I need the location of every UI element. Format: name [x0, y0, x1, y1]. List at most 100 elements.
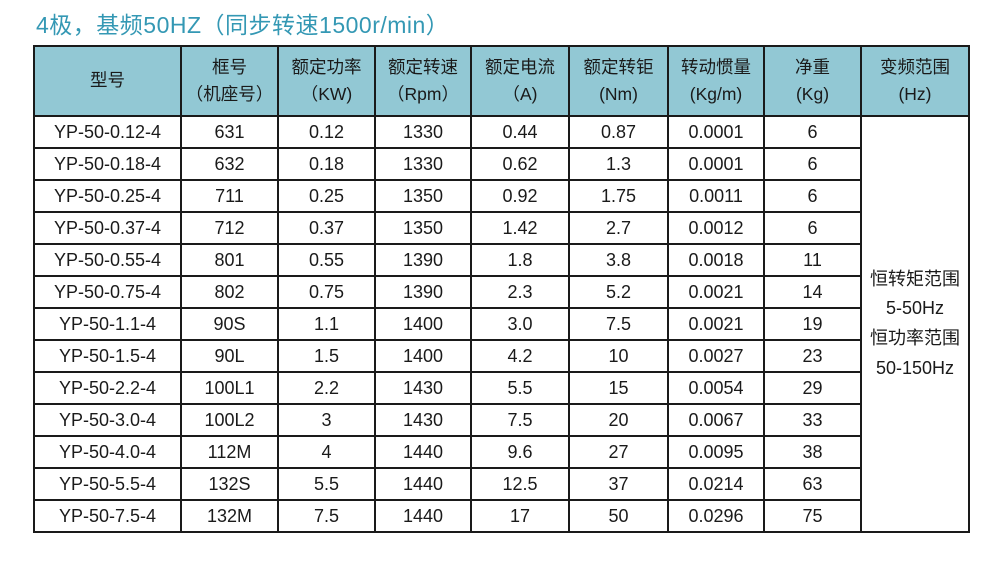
table-cell: 17 [470, 499, 570, 533]
table-cell: 0.0001 [667, 147, 765, 181]
table-cell: 10 [568, 339, 669, 373]
table-cell: 7.5 [277, 499, 376, 533]
column-header-line1: 型号 [90, 70, 125, 91]
column-header-line1: 净重 [795, 56, 830, 77]
table-cell: 19 [763, 307, 862, 341]
table-cell: 2.7 [568, 211, 669, 245]
table-cell: 1390 [374, 275, 472, 309]
table-cell: 6 [763, 147, 862, 181]
table-cell: 7.5 [470, 403, 570, 437]
table-row-7: YP-50-1.5-4 90L 1.5 1400 4.2 10 0.0027 23 [33, 339, 969, 373]
table-cell: 5.5 [470, 371, 570, 405]
column-header-line1: 额定功率 [291, 56, 362, 77]
table-row-3: YP-50-0.37-4 712 0.37 1350 1.42 2.7 0.0012 6 [33, 211, 969, 245]
table-cell: 23 [763, 339, 862, 373]
table-cell: 3 [277, 403, 376, 437]
table-cell: YP-50-0.12-4 [33, 115, 182, 149]
table-cell: 132S [180, 467, 279, 501]
table-cell: YP-50-1.1-4 [33, 307, 182, 341]
table-row-10: YP-50-4.0-4 112M 4 1440 9.6 27 0.0095 38 [33, 435, 969, 469]
table-cell: 0.37 [277, 211, 376, 245]
column-header-4: 额定电流 （A) [470, 45, 570, 117]
frequency-range-line: 恒转矩范围 [870, 268, 960, 289]
table-cell: YP-50-7.5-4 [33, 499, 182, 533]
table-cell: 0.25 [277, 179, 376, 213]
table-cell: 100L1 [180, 371, 279, 405]
table-cell: 1.3 [568, 147, 669, 181]
table-cell: 75 [763, 499, 862, 533]
table-cell: 4 [277, 435, 376, 469]
table-row-6: YP-50-1.1-4 90S 1.1 1400 3.0 7.5 0.0021 19 [33, 307, 969, 341]
column-header-1: 框号 （机座号） [180, 45, 279, 117]
table-cell: 3.0 [470, 307, 570, 341]
column-header-7: 净重 (Kg) [763, 45, 862, 117]
table-cell: 1440 [374, 467, 472, 501]
header-row: 型号 框号 （机座号） 额定功率 （KW) 额定转速 （Rpm） 额定电流 （A) 额定转钜 (Nm… [33, 45, 970, 117]
table-row-11: YP-50-5.5-4 132S 5.5 1440 12.5 37 0.0214 63 [33, 467, 969, 501]
table-cell: 5.5 [277, 467, 376, 501]
column-header-line1: 变频范围 [880, 56, 950, 77]
table-cell: 15 [568, 371, 669, 405]
table-cell: 20 [568, 403, 669, 437]
table-cell: 0.0296 [667, 499, 765, 533]
table-cell: 1.75 [568, 179, 669, 213]
table-cell: 1430 [374, 371, 472, 405]
table-cell: 2.3 [470, 275, 570, 309]
column-header-line2: （KW) [300, 84, 353, 104]
table-cell: 112M [180, 435, 279, 469]
table-cell: 0.55 [277, 243, 376, 277]
table-cell: YP-50-3.0-4 [33, 403, 182, 437]
table-cell: YP-50-2.2-4 [33, 371, 182, 405]
column-header-2: 额定功率 （KW) [277, 45, 376, 117]
page-title: 4极，基频50HZ（同步转速1500r/min） [36, 12, 450, 38]
table-cell: YP-50-5.5-4 [33, 467, 182, 501]
table-cell: 0.0012 [667, 211, 765, 245]
table-cell: 1.1 [277, 307, 376, 341]
column-header-line1: 额定转速 [388, 56, 458, 77]
column-header-line2: (Kg) [795, 84, 830, 104]
table-cell: 0.87 [568, 115, 669, 149]
table-row-4: YP-50-0.55-4 801 0.55 1390 1.8 3.8 0.0018 11 [33, 243, 969, 277]
column-header-line2: （Rpm） [387, 84, 459, 104]
table-cell: 100L2 [180, 403, 279, 437]
column-header-8: 变频范围 (Hz) [860, 45, 970, 117]
table-row-1: YP-50-0.18-4 632 0.18 1330 0.62 1.3 0.0001 6 [33, 147, 969, 181]
table-cell: 632 [180, 147, 279, 181]
frequency-range-line: 5-50Hz [885, 298, 945, 319]
table-cell: 3.8 [568, 243, 669, 277]
table-cell: 0.0027 [667, 339, 765, 373]
table-cell: YP-50-4.0-4 [33, 435, 182, 469]
table-cell: 14 [763, 275, 862, 309]
table-row-9: YP-50-3.0-4 100L2 3 1430 7.5 20 0.0067 33 [33, 403, 969, 437]
table-cell: 7.5 [568, 307, 669, 341]
column-header-0: 型号 [33, 45, 182, 117]
table-cell: 1330 [374, 147, 472, 181]
table-cell: 0.0001 [667, 115, 765, 149]
table-cell: 9.6 [470, 435, 570, 469]
table-cell: 1440 [374, 499, 472, 533]
column-header-line1: 额定转钜 [583, 56, 654, 77]
column-header-line1: 框号 [212, 56, 247, 77]
frequency-range-line: 恒功率范围 [870, 328, 960, 348]
table-cell: 1400 [374, 307, 472, 341]
table-cell: 4.2 [470, 339, 570, 373]
table-cell: 711 [180, 179, 279, 213]
table-cell: 631 [180, 115, 279, 149]
table-cell: 0.0054 [667, 371, 765, 405]
table-cell: YP-50-1.5-4 [33, 339, 182, 373]
table-cell: 37 [568, 467, 669, 501]
table-cell: 11 [763, 243, 862, 277]
table-cell: 802 [180, 275, 279, 309]
table-cell: 6 [763, 179, 862, 213]
column-header-line2: （机座号） [185, 84, 274, 104]
table-cell: 29 [763, 371, 862, 405]
column-header-6: 转动惯量 (Kg/m) [667, 45, 765, 117]
table-row-2: YP-50-0.25-4 711 0.25 1350 0.92 1.75 0.0011 6 [33, 179, 969, 213]
table-cell: 132M [180, 499, 279, 533]
table-cell: 0.44 [470, 115, 570, 149]
table-cell: 0.0018 [667, 243, 765, 277]
table-cell: 33 [763, 403, 862, 437]
column-header-3: 额定转速 （Rpm） [374, 45, 472, 117]
table-row-0: YP-50-0.12-4 631 0.12 1330 0.44 0.87 0.0001 6 恒转… [33, 115, 970, 533]
